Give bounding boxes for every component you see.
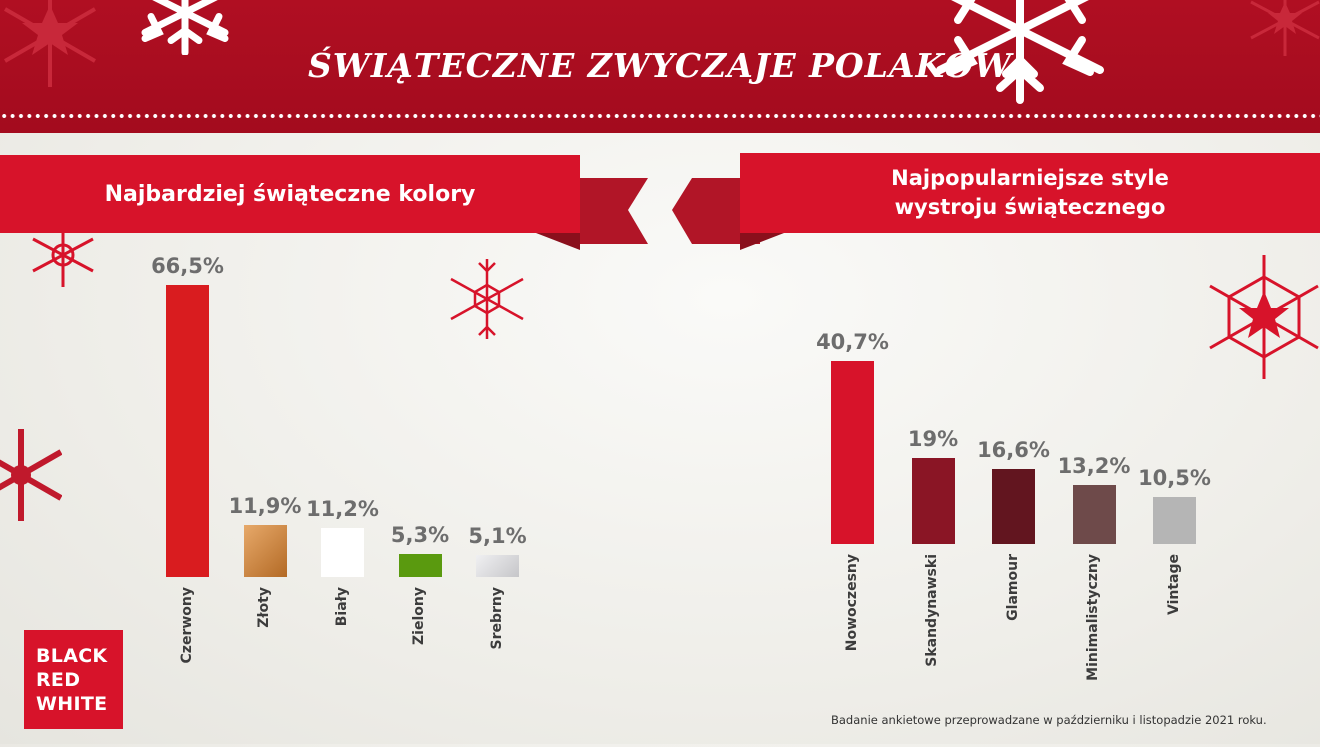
category-label: Czerwony (178, 587, 195, 664)
snowflake-icon (936, 0, 1104, 104)
bar-srebrny (476, 555, 519, 577)
logo-line-2: RED (36, 669, 81, 691)
snowflake-icon (141, 0, 229, 55)
right-chart-title-ribbon: Najpopularniejsze style wystroju świątec… (740, 153, 1320, 233)
value-label: 11,9% (228, 494, 302, 518)
category-label: Skandynawski (924, 554, 940, 667)
snowflake-icon (450, 259, 524, 339)
category-label: Srebrny (488, 587, 505, 650)
bar-skandynawski (911, 458, 955, 544)
category-label: Biały (333, 587, 350, 627)
dotted-divider (0, 113, 1320, 119)
logo-line-1: BLACK (36, 645, 108, 667)
value-label: 40,7% (816, 330, 889, 354)
survey-footnote: Badanie ankietowe przeprowadzane w paźdz… (831, 713, 1267, 727)
category-label: Nowoczesny (843, 554, 860, 652)
bar-złoty (243, 525, 287, 577)
ribbon-fold (536, 178, 784, 250)
left-chart-title: Najbardziej świąteczne kolory (104, 181, 476, 207)
value-label: 5,3% (390, 523, 450, 547)
bar-vintage (1153, 497, 1196, 544)
right-chart-title-line-1: Najpopularniejsze style (891, 166, 1169, 190)
bar-zielony (398, 554, 442, 577)
bar-nowoczesny (831, 361, 874, 544)
bar-czerwony (166, 285, 209, 577)
value-label: 19% (907, 427, 959, 451)
category-label: Glamour (1004, 554, 1021, 621)
black-red-white-logo: BLACK RED WHITE (24, 630, 123, 729)
value-label: 13,2% (1057, 454, 1131, 478)
snowflake-icon (0, 429, 62, 521)
right-chart-title-line-2: wystroju świątecznego (894, 195, 1166, 219)
category-label: Zielony (411, 587, 427, 645)
value-label: 16,6% (977, 438, 1050, 462)
value-label: 10,5% (1138, 466, 1211, 490)
bar-minimalistyczny (1072, 485, 1116, 544)
value-label: 11,2% (306, 497, 379, 521)
snowflake-icon (32, 223, 94, 287)
value-label: 66,5% (151, 254, 224, 278)
header-banner: ŚWIĄTECZNE ZWYCZAJE POLAKÓW (0, 0, 1320, 133)
page-title: ŚWIĄTECZNE ZWYCZAJE POLAKÓW (307, 46, 1013, 85)
left-chart-title-ribbon: Najbardziej świąteczne kolory (0, 155, 580, 233)
bar-biały (321, 528, 364, 577)
logo-line-3: WHITE (36, 693, 108, 715)
category-label: Minimalistyczny (1085, 554, 1101, 681)
value-label: 5,1% (468, 524, 527, 548)
bar-glamour (992, 469, 1035, 544)
snowflake-icon (3, 0, 97, 87)
snowflake-icon (1250, 0, 1320, 56)
category-label: Vintage (1165, 554, 1182, 616)
snowflake-icon (1209, 255, 1319, 379)
category-label: Złoty (256, 587, 272, 628)
